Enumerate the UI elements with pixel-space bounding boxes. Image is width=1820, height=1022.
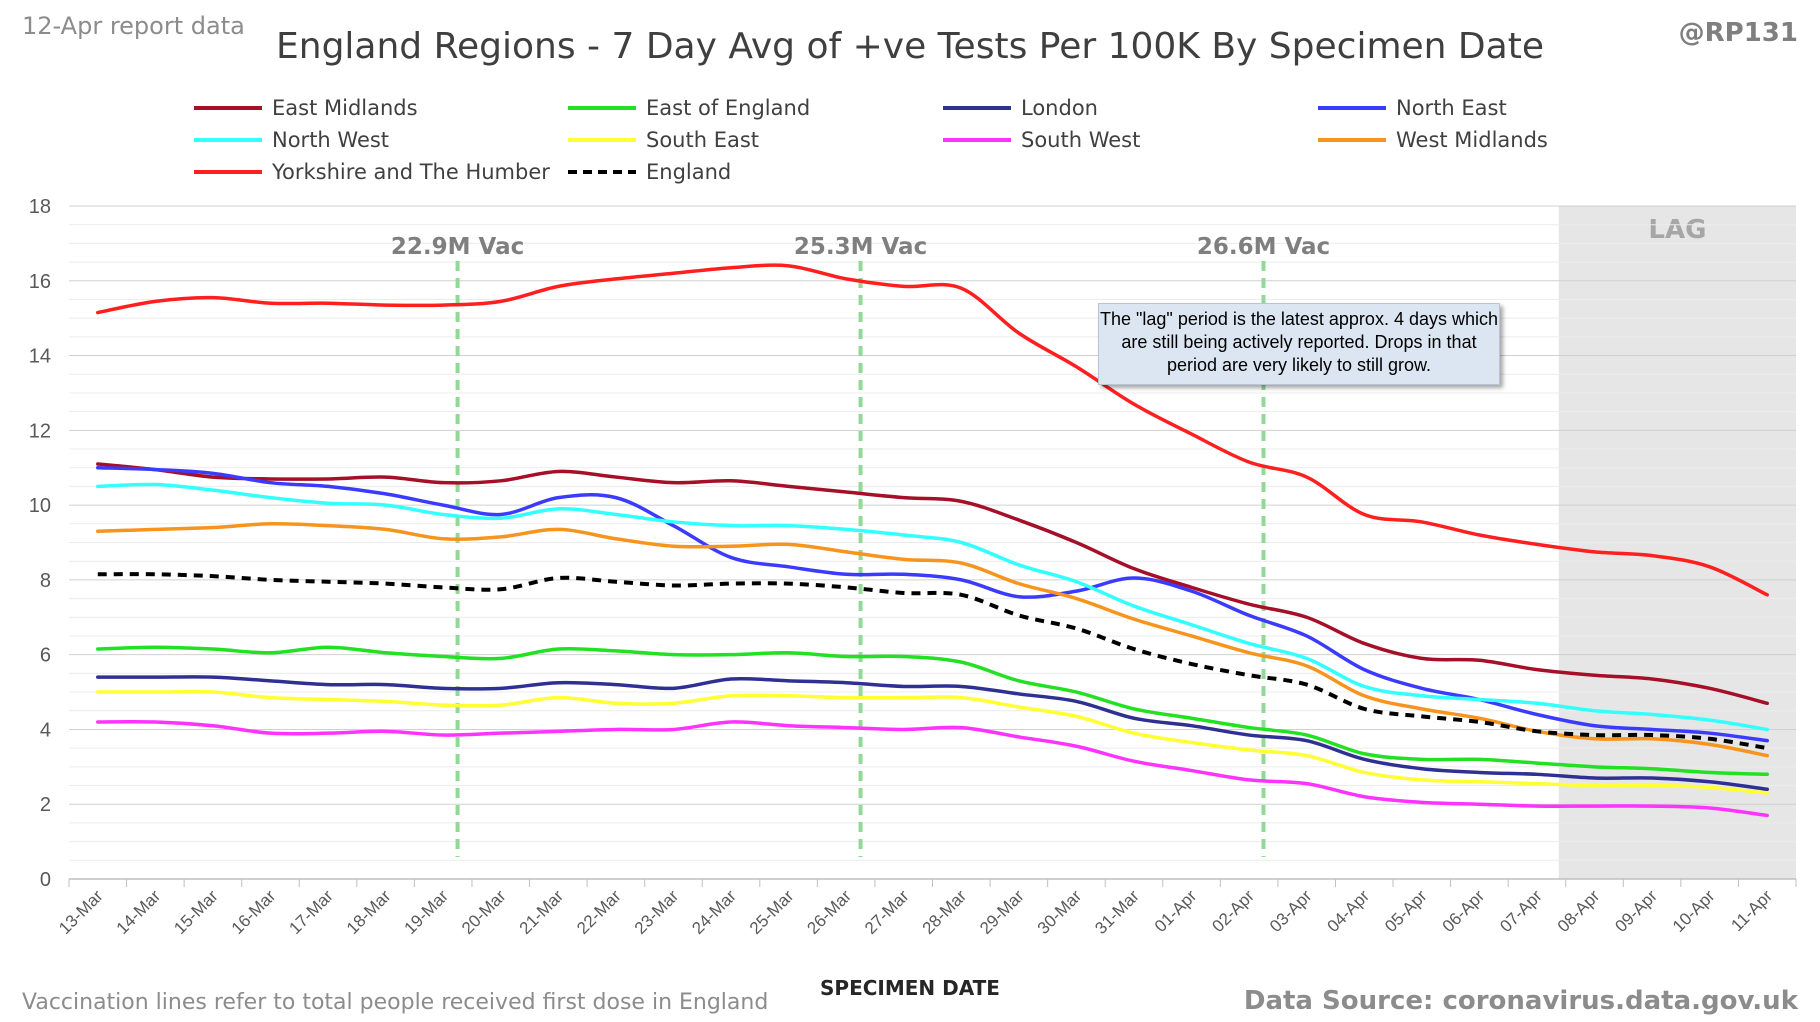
x-tick-label: 22-Mar [573,886,625,938]
legend-label: England [646,160,732,184]
legend-label: London [1021,96,1098,120]
x-tick-label: 09-Apr [1611,886,1661,936]
legend-label: West Midlands [1396,128,1548,152]
y-tick-label: 8 [40,570,51,592]
y-tick-label: 14 [29,346,51,368]
legend-item: London [941,96,1098,120]
legend-label: East Midlands [272,96,418,120]
series-line [96,645,1769,777]
report-date-label: 12-Apr report data [22,12,245,40]
x-tick-label: 20-Mar [458,886,510,938]
legend-swatch [568,106,636,110]
legend-item: North East [1316,96,1507,120]
legend-item: South West [941,128,1140,152]
legend-item: Yorkshire and The Humber [192,160,550,184]
lag-annotation-box: The "lag" period is the latest approx. 4… [1098,303,1500,385]
x-axis-label: SPECIMEN DATE [820,976,1000,1000]
x-tick-label: 18-Mar [343,886,395,938]
legend-item: South East [566,128,759,152]
chart-title: England Regions - 7 Day Avg of +ve Tests… [276,26,1544,67]
x-tick-label: 26-Mar [803,886,855,938]
x-tick-label: 16-Mar [228,886,280,938]
legend-item: West Midlands [1316,128,1548,152]
legend-label: Yorkshire and The Humber [272,160,550,184]
legend-swatch [1318,106,1386,110]
x-tick-label: 02-Apr [1208,886,1258,936]
x-tick-label: 21-Mar [516,886,568,938]
x-tick-label: 28-Mar [919,886,971,938]
vaccination-footnote: Vaccination lines refer to total people … [22,990,769,1015]
series-line [96,522,1769,758]
series-line [96,482,1769,732]
legend-item: North West [192,128,389,152]
x-tick-label: 07-Apr [1496,886,1546,936]
y-tick-label: 16 [29,271,51,293]
legend-label: North West [272,128,390,152]
series-line [97,572,1768,751]
legend-swatch [568,170,636,174]
y-tick-label: 6 [40,645,51,667]
vaccination-marker-label: 26.6M Vac [1197,234,1330,260]
legend-item: England [566,160,731,184]
series-line [96,263,1769,597]
y-tick-label: 12 [29,420,51,442]
series-line [96,675,1769,792]
legend-label: North East [1396,96,1507,120]
legend-label: South East [646,128,760,152]
y-tick-label: 10 [29,495,51,517]
x-tick-label: 15-Mar [170,886,222,938]
legend-swatch [1318,138,1386,142]
data-source: Data Source: coronavirus.data.gov.uk [1243,986,1798,1016]
x-tick-label: 08-Apr [1554,886,1604,936]
legend-label: South West [1021,128,1141,152]
legend-swatch [943,138,1011,142]
legend-swatch [194,106,262,110]
x-tick-label: 05-Apr [1381,886,1431,936]
series-line [96,719,1769,818]
x-tick-label: 24-Mar [688,886,740,938]
legend-swatch [568,138,636,142]
vaccination-marker-label: 22.9M Vac [391,234,524,260]
x-tick-label: 29-Mar [976,886,1028,938]
legend-swatch [194,138,262,142]
x-tick-label: 23-Mar [631,886,683,938]
x-tick-label: 11-Apr [1727,886,1776,935]
x-tick-label: 01-Apr [1151,886,1201,936]
x-tick-label: 25-Mar [746,886,798,938]
x-tick-label: 27-Mar [861,886,913,938]
lag-label: LAG [1648,215,1706,245]
legend-swatch [194,170,262,174]
y-tick-label: 0 [40,869,51,891]
y-tick-label: 2 [40,794,51,816]
x-tick-label: 31-Mar [1091,886,1143,938]
x-tick-label: 17-Mar [285,886,337,938]
x-tick-label: 04-Apr [1324,886,1374,936]
series-line [96,462,1769,706]
legend-item: East Midlands [192,96,418,120]
x-tick-label: 19-Mar [400,886,452,938]
x-tick-label: 06-Apr [1439,886,1489,936]
legend-label: East of England [646,96,811,120]
legend-item: East of England [566,96,810,120]
vaccination-marker-label: 25.3M Vac [794,234,927,260]
x-tick-label: 10-Apr [1669,886,1719,936]
x-tick-label: 03-Apr [1266,886,1316,936]
author-handle: @RP131 [1678,18,1798,48]
series-line [96,689,1769,795]
legend-swatch [943,106,1011,110]
x-tick-label: 30-Mar [1034,886,1086,938]
x-tick-label: 14-Mar [113,886,165,938]
y-tick-label: 18 [29,196,51,218]
y-tick-label: 4 [40,719,51,741]
x-tick-label: 13-Mar [55,886,107,938]
